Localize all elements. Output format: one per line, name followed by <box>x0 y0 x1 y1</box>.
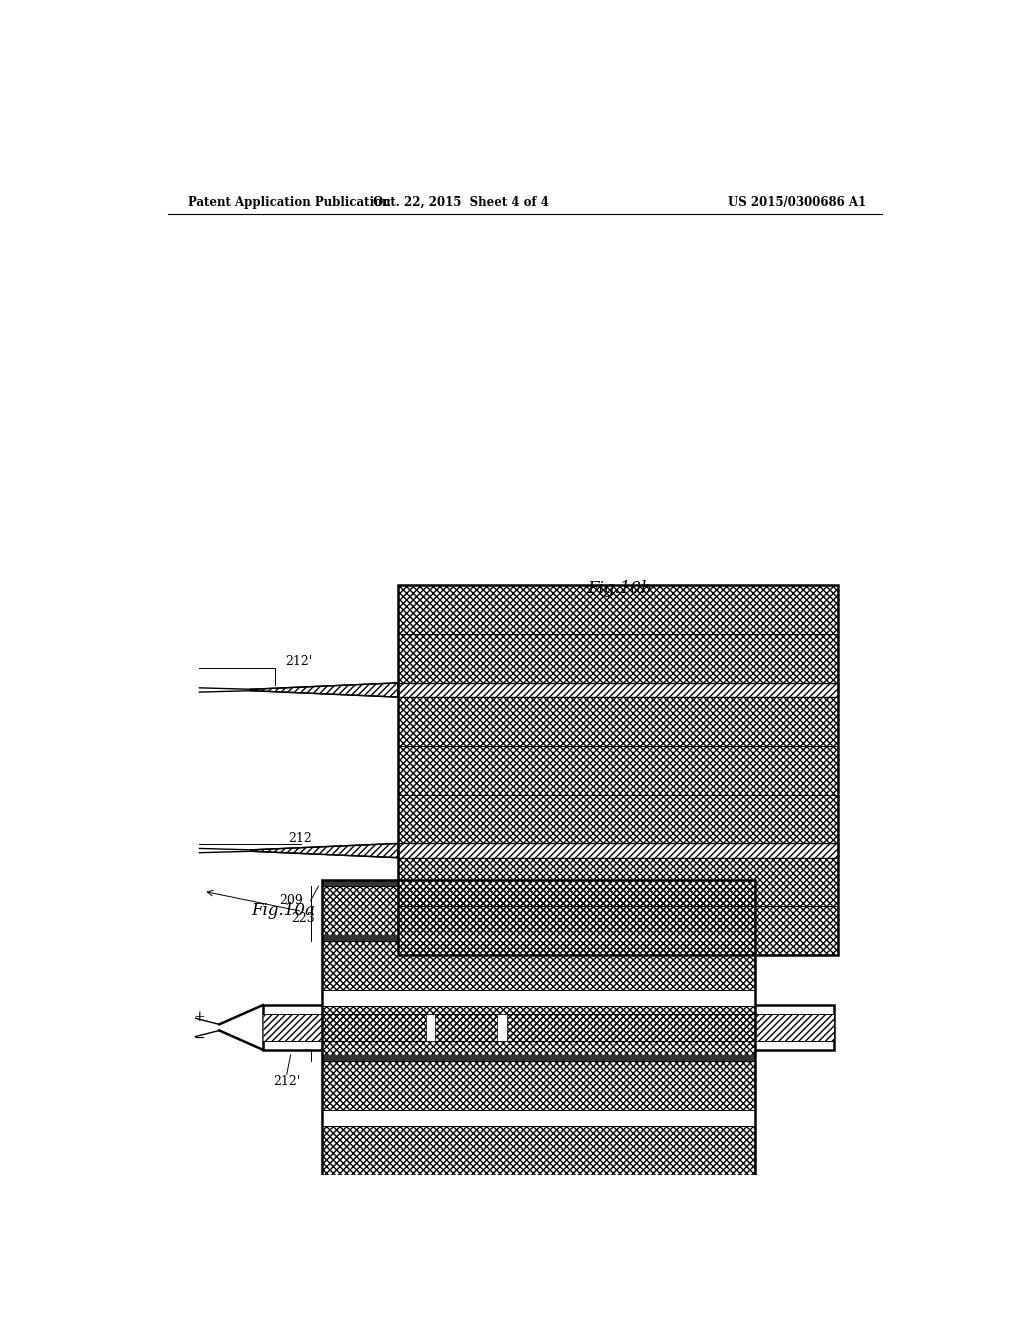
Bar <box>397 634 839 682</box>
Polygon shape <box>251 682 397 697</box>
Polygon shape <box>251 843 397 858</box>
Bar <box>323 941 755 990</box>
Text: Patent Application Publication: Patent Application Publication <box>187 195 390 209</box>
Bar <box>397 843 839 858</box>
Bar <box>323 1110 755 1126</box>
Bar <box>323 1181 755 1230</box>
Bar <box>323 886 755 935</box>
Text: 223: 223 <box>564 1010 588 1022</box>
Bar <box>323 990 755 1006</box>
Bar <box>323 935 755 941</box>
Bar <box>263 1014 835 1040</box>
Bar <box>397 795 839 843</box>
Text: 223: 223 <box>291 912 314 924</box>
Bar <box>397 858 839 907</box>
Bar <box>323 1126 755 1175</box>
Bar <box>397 907 839 956</box>
Bar <box>397 585 839 634</box>
Text: 212': 212' <box>285 655 312 668</box>
Bar <box>323 941 755 990</box>
Bar <box>397 746 839 795</box>
Bar <box>323 880 755 886</box>
Bar <box>397 585 839 634</box>
Bar <box>397 697 839 746</box>
Bar <box>323 1006 755 1055</box>
Bar <box>263 1014 835 1040</box>
Bar <box>497 1014 507 1040</box>
Text: 5: 5 <box>406 1015 414 1027</box>
Bar <box>397 585 839 956</box>
Text: 209: 209 <box>279 1014 303 1027</box>
Bar <box>397 697 839 746</box>
Text: Fig.9: Fig.9 <box>783 1023 835 1041</box>
Bar <box>397 843 839 858</box>
Bar <box>397 634 839 682</box>
Text: 219: 219 <box>437 865 461 878</box>
Text: 212: 212 <box>283 1015 306 1027</box>
Bar <box>397 795 839 843</box>
Text: 207: 207 <box>648 850 672 863</box>
Text: 209: 209 <box>279 894 303 907</box>
Bar <box>397 858 839 907</box>
Bar <box>323 1126 755 1175</box>
Text: 221: 221 <box>767 865 791 878</box>
Bar <box>397 746 839 795</box>
Bar <box>397 682 839 697</box>
Bar <box>323 1006 755 1055</box>
Text: Fig.10a: Fig.10a <box>251 902 315 919</box>
Bar <box>323 1061 755 1110</box>
Bar <box>323 1055 755 1061</box>
Bar <box>323 1175 755 1181</box>
Text: 212': 212' <box>273 1076 300 1088</box>
Text: 212: 212 <box>289 833 312 846</box>
Bar <box>426 1014 435 1040</box>
Bar <box>397 907 839 956</box>
Bar <box>323 886 755 935</box>
Bar <box>323 880 755 1236</box>
Text: Oct. 22, 2015  Sheet 4 of 4: Oct. 22, 2015 Sheet 4 of 4 <box>374 195 549 209</box>
Bar <box>323 1061 755 1110</box>
Text: +: + <box>194 1010 205 1024</box>
Bar <box>397 682 839 697</box>
Text: US 2015/0300686 A1: US 2015/0300686 A1 <box>728 195 866 209</box>
Text: −: − <box>194 1031 205 1044</box>
Text: Fig.10b: Fig.10b <box>588 581 652 598</box>
Bar <box>323 1230 755 1236</box>
Bar <box>263 1005 835 1049</box>
Bar <box>323 1181 755 1230</box>
Text: 225: 225 <box>469 1015 493 1027</box>
